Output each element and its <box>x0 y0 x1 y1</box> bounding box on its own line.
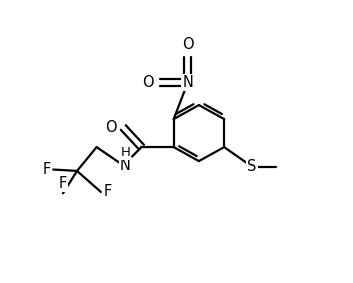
Text: O: O <box>106 120 117 135</box>
Text: O: O <box>182 37 193 52</box>
Text: O: O <box>142 75 154 90</box>
Text: H: H <box>121 146 131 159</box>
Text: N: N <box>120 158 131 173</box>
Text: S: S <box>247 159 257 174</box>
Text: F: F <box>42 162 50 177</box>
Text: F: F <box>59 175 67 190</box>
Text: F: F <box>104 185 112 200</box>
Text: N: N <box>182 75 193 90</box>
